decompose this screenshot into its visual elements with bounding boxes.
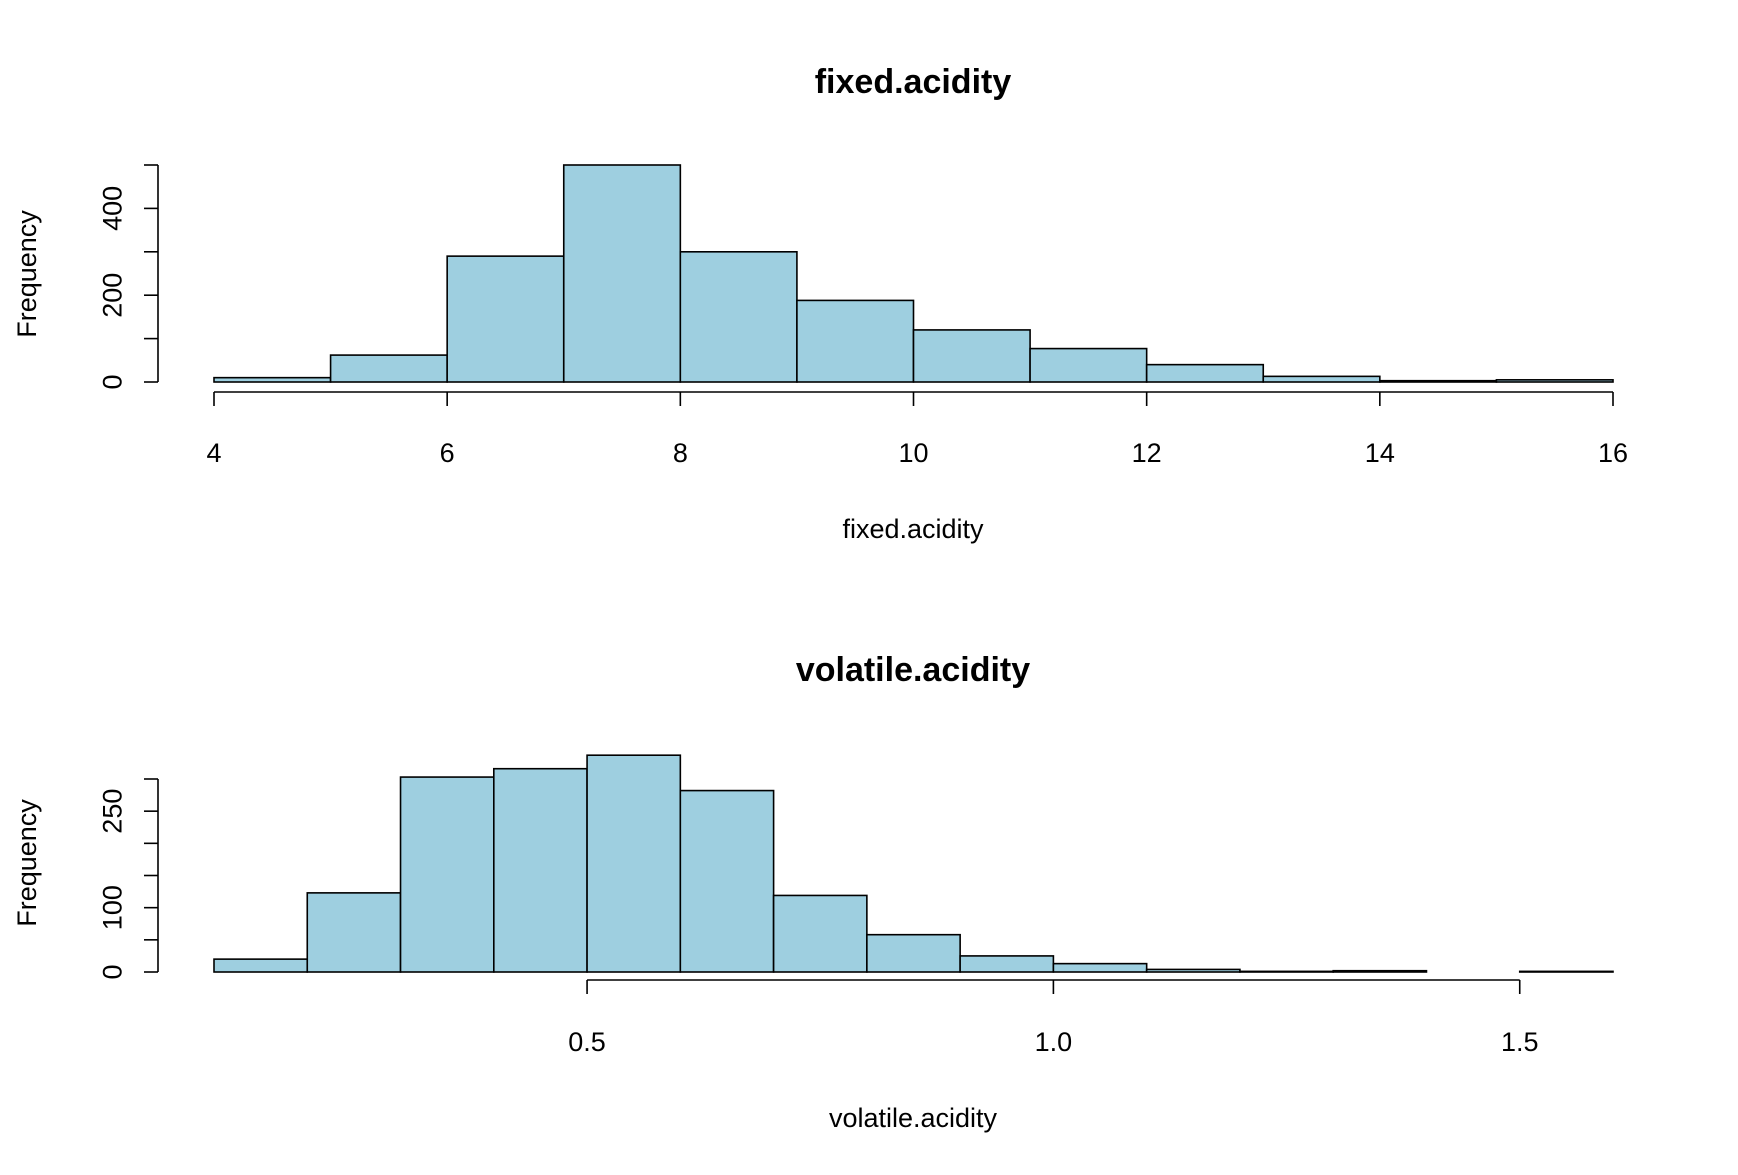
y-axis-label: Frequency [12, 799, 42, 927]
x-axis: 4 6 8 10 12 14 16 [206, 391, 1628, 468]
histogram-bar [1239, 970, 1335, 973]
volatile-acidity-panel: volatile.acidity 0 100 250 0.5 1.0 1.5 Frequ… [12, 651, 1614, 1133]
y-tick-label: 0 [97, 374, 127, 389]
histogram-bar [399, 776, 495, 973]
bars [213, 164, 1614, 383]
histogram-bar [679, 789, 775, 973]
histogram-bar [1379, 379, 1498, 383]
histogram-bar [912, 329, 1031, 383]
histogram-bar [562, 164, 682, 383]
chart-title: volatile.acidity [796, 651, 1030, 689]
histogram-bar [1518, 970, 1614, 973]
x-axis-label: volatile.acidity [829, 1103, 998, 1133]
x-tick-label: 4 [206, 438, 221, 468]
x-tick-label: 12 [1132, 438, 1162, 468]
histogram-bar [959, 955, 1055, 973]
bars [213, 754, 1614, 973]
y-axis: 0 100 250 [97, 778, 159, 980]
x-tick-label: 14 [1365, 438, 1395, 468]
y-axis-label: Frequency [12, 210, 42, 338]
histogram-bar [306, 892, 402, 973]
fixed-acidity-panel: fixed.acidity 0 200 400 4 6 8 10 12 14 16 Freque… [12, 63, 1628, 544]
histogram-bar [213, 376, 332, 383]
histogram-bar [446, 255, 565, 383]
y-tick-label: 400 [97, 186, 127, 231]
histogram-bar [1145, 363, 1265, 383]
histogram-bar [586, 754, 682, 973]
histogram-bar [679, 251, 798, 383]
y-tick-label: 200 [97, 273, 127, 318]
x-axis: 0.5 1.0 1.5 [568, 979, 1539, 1057]
histogram-bar [1145, 968, 1241, 973]
x-tick-label: 16 [1598, 438, 1628, 468]
histogram-bar [796, 299, 915, 383]
histogram-bar [866, 933, 961, 973]
x-tick-label: 0.5 [568, 1027, 606, 1057]
histogram-bar [1029, 347, 1148, 383]
chart-title: fixed.acidity [815, 63, 1012, 101]
x-tick-label: 1.5 [1501, 1027, 1539, 1057]
y-tick-label: 250 [97, 789, 127, 834]
histogram-bar [1495, 379, 1614, 383]
y-tick-label: 100 [97, 885, 127, 930]
histogram-bar [772, 894, 868, 973]
x-tick-label: 1.0 [1035, 1027, 1073, 1057]
x-tick-label: 6 [440, 438, 455, 468]
histogram-bar [213, 958, 309, 973]
histogram-bar [1332, 969, 1428, 973]
histogram-bar [329, 354, 448, 383]
histogram-bar [492, 767, 588, 973]
histogram-bar [1262, 375, 1381, 383]
y-axis: 0 200 400 [97, 164, 159, 390]
y-tick-label: 0 [97, 964, 127, 979]
x-axis-label: fixed.acidity [842, 514, 984, 544]
x-tick-label: 10 [898, 438, 928, 468]
histogram-bar [1052, 962, 1148, 973]
x-tick-label: 8 [673, 438, 688, 468]
